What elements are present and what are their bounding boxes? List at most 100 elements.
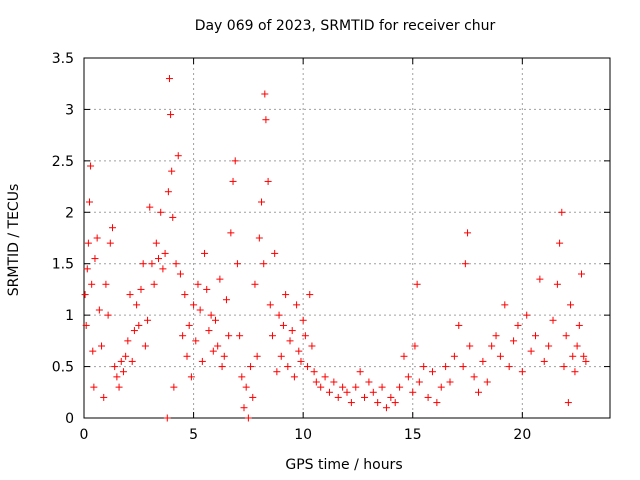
data-point [164,188,172,196]
data-point [573,342,581,350]
data-point [514,321,522,329]
data-point [374,399,382,407]
data-point [560,363,568,371]
data-point [325,388,333,396]
data-point [179,332,187,340]
data-point [488,342,496,350]
data-point [122,352,130,360]
data-point [100,393,108,401]
data-point [106,239,114,247]
data-point [266,301,274,309]
data-point [461,260,469,268]
data-point [496,352,504,360]
data-point [174,152,182,160]
data-point [442,363,450,371]
data-point [505,363,513,371]
data-point [251,280,259,288]
data-point [155,255,163,263]
data-point [212,316,219,324]
data-point [411,342,419,350]
data-point [404,373,412,381]
data-point [545,342,553,350]
data-point [567,301,575,309]
data-point [293,301,301,309]
data-point [578,270,586,278]
data-point [382,404,390,412]
data-point [286,337,294,345]
data-point [82,321,90,329]
y-tick-label: 2.5 [52,154,74,170]
data-point [569,352,577,360]
data-point [218,363,226,371]
data-point [137,285,145,293]
data-point [365,378,373,386]
data-point [209,347,217,355]
data-point [387,393,395,401]
data-point [152,239,160,247]
data-point [391,399,399,407]
data-point [527,347,535,355]
y-tick-label: 1.5 [52,257,74,273]
data-point [420,363,428,371]
data-point [146,203,154,211]
data-point [227,229,235,237]
data-point [240,404,248,412]
data-point [409,388,417,396]
data-point [334,393,342,401]
data-point [84,239,92,247]
data-point [273,368,281,376]
data-point [87,162,95,170]
x-tick-label: 10 [294,427,312,443]
data-point [288,327,296,335]
data-point [564,399,572,407]
data-point [83,265,91,273]
data-point [159,265,167,273]
data-point [192,337,200,345]
data-point [167,111,175,119]
chart-title: Day 069 of 2023, SRMTID for receiver chu… [194,18,496,34]
data-point [571,368,579,376]
data-point [207,311,215,319]
data-point [111,363,119,371]
data-point [148,260,156,268]
y-tick-label: 3 [65,102,74,118]
data-point [247,363,255,371]
data-point [549,316,557,324]
data-point [510,337,518,345]
data-point [89,347,97,355]
data-point [98,342,106,350]
data-point [181,291,189,299]
data-point [455,321,463,329]
y-tick-labels: 0 0.5 1 1.5 2 2.5 3 3.5 [52,51,74,427]
data-point [317,383,325,391]
data-point [196,306,204,314]
data-point [102,280,110,288]
data-point [187,373,195,381]
data-point [117,357,125,365]
y-tick-label: 1 [65,308,74,324]
data-point [415,378,423,386]
data-point [464,229,472,237]
data-point [437,383,445,391]
data-point [91,255,99,263]
data-point [290,373,298,381]
data-point [183,352,191,360]
data-point [157,208,165,216]
data-point [330,378,338,386]
data-point [93,234,101,242]
data-point [236,332,244,340]
data-point [172,260,180,268]
data-point [119,368,127,376]
data-point [95,306,103,314]
data-point [225,332,233,340]
data-point [126,291,134,299]
data-point [170,383,178,391]
data-point [185,321,193,329]
data-point [169,213,177,221]
data-point [369,388,377,396]
data-points [81,75,590,422]
data-point [198,357,206,365]
data-point [378,383,386,391]
data-point [308,342,316,350]
data-point [396,383,404,391]
